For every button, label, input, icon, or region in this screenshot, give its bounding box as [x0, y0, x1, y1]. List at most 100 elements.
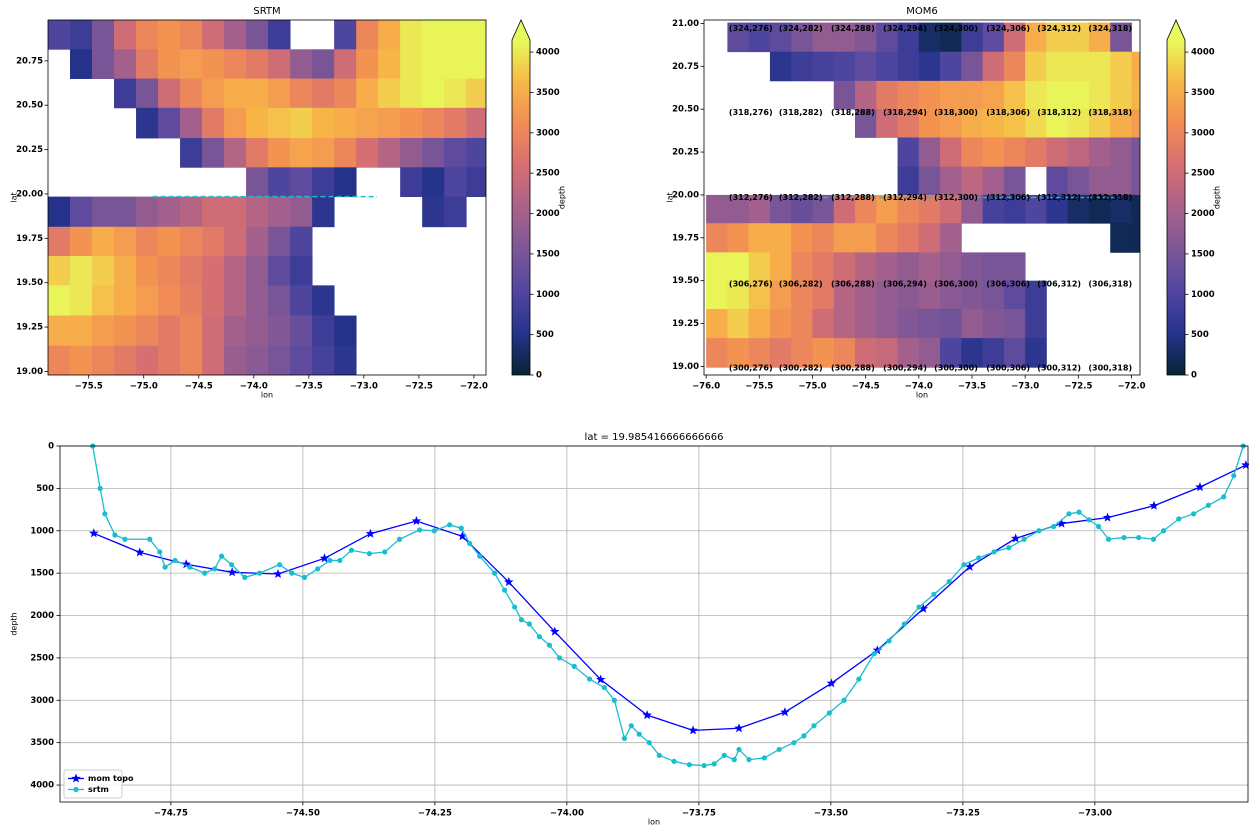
plot-area — [706, 22, 1140, 368]
cell-annotation: (312,312) — [1037, 193, 1081, 202]
cell-annotation: (318,312) — [1037, 108, 1081, 117]
cell — [706, 252, 728, 282]
marker — [976, 555, 982, 561]
cell — [748, 194, 771, 224]
cell — [940, 51, 962, 82]
marker — [1121, 534, 1127, 541]
cell — [246, 49, 269, 79]
cell — [312, 78, 335, 109]
cell — [268, 20, 291, 50]
x-tick-label: −72.5 — [1064, 382, 1092, 392]
cell — [422, 20, 445, 50]
marker — [991, 549, 997, 555]
marker — [242, 574, 248, 580]
cell — [268, 226, 291, 257]
cell — [312, 196, 335, 228]
marker — [731, 757, 737, 763]
cell — [290, 285, 313, 316]
marker — [801, 733, 807, 739]
marker — [776, 746, 782, 753]
marker — [642, 710, 652, 720]
legend-label: mom topo — [88, 774, 134, 783]
axes-frame — [47, 19, 487, 376]
cell — [876, 51, 898, 82]
marker — [1106, 536, 1112, 542]
cell-annotation: (312,318) — [1088, 193, 1132, 202]
cell — [290, 196, 313, 228]
marker — [366, 551, 373, 557]
cell — [1110, 223, 1132, 253]
cell — [48, 20, 71, 50]
cell-annotation: (318,276) — [729, 108, 773, 117]
marker — [586, 676, 593, 682]
cell — [833, 22, 856, 53]
y-tick-label: 20.75 — [16, 56, 43, 66]
x-tick-label: −73.0 — [350, 382, 378, 392]
marker — [447, 522, 453, 528]
colorbar-tick-label: 1000 — [1191, 290, 1215, 300]
cell-annotation: (300,294) — [883, 364, 927, 373]
cell — [706, 308, 728, 339]
cell — [1131, 137, 1140, 168]
cell — [158, 285, 181, 316]
marker — [348, 547, 355, 553]
cell — [961, 137, 984, 168]
colorbar-tick-label: 2000 — [536, 209, 560, 219]
plot-area — [48, 20, 486, 375]
cell — [378, 138, 401, 168]
marker — [1231, 473, 1237, 479]
cell — [92, 49, 115, 79]
colorbar — [512, 40, 530, 375]
cell — [136, 345, 159, 375]
marker — [157, 549, 163, 555]
cell — [136, 49, 159, 79]
cell — [1003, 80, 1026, 110]
cell — [400, 107, 423, 139]
cell — [876, 80, 898, 110]
cell — [961, 51, 984, 82]
marker — [931, 591, 937, 597]
x-tick-label: −75.5 — [75, 382, 103, 392]
marker — [746, 757, 752, 763]
marker — [181, 559, 191, 569]
marker — [477, 553, 483, 559]
cell — [1088, 166, 1111, 196]
y-tick-label: 19.75 — [672, 233, 699, 243]
cell-annotation: (306,312) — [1037, 280, 1081, 289]
marker — [1066, 511, 1072, 517]
marker — [1160, 528, 1167, 534]
marker — [1136, 534, 1142, 541]
cell — [855, 338, 877, 368]
cell — [855, 194, 877, 224]
cell — [1088, 109, 1111, 138]
marker — [961, 562, 967, 568]
cell — [812, 280, 835, 310]
cell — [727, 223, 750, 253]
marker — [964, 561, 975, 571]
cell — [1110, 166, 1132, 196]
cell — [833, 338, 856, 368]
cell — [224, 20, 247, 50]
cell — [246, 256, 269, 286]
cell-annotation: (300,306) — [986, 364, 1030, 373]
cell — [400, 138, 423, 168]
marker — [601, 684, 607, 691]
cell — [356, 49, 379, 79]
marker — [734, 723, 744, 733]
cell — [940, 166, 962, 196]
cell — [158, 49, 181, 79]
y-tick-label: 19.75 — [16, 234, 43, 244]
cell — [444, 49, 467, 79]
cell — [769, 338, 792, 368]
cell — [833, 51, 856, 82]
cell — [812, 51, 835, 82]
cell — [1067, 22, 1090, 53]
marker — [416, 527, 423, 533]
marker — [1241, 460, 1249, 470]
cell — [334, 138, 357, 168]
cell — [791, 223, 813, 253]
marker — [688, 725, 698, 735]
cell — [114, 78, 137, 109]
x-tick-label: −74.5 — [185, 382, 213, 392]
marker — [134, 547, 145, 557]
